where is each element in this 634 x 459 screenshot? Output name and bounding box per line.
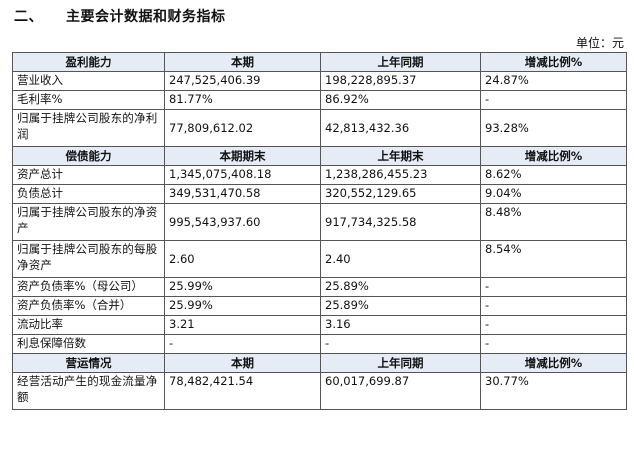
header-cell: 增减比例% — [480, 146, 627, 166]
header-cell: 上年同期 — [320, 52, 481, 72]
previous-value: 1,238,286,455.23 — [320, 165, 481, 185]
table-row: 营业收入 247,525,406.39 198,228,895.37 24.87… — [12, 71, 627, 91]
header-cell: 营运情况 — [12, 353, 165, 373]
unit-label: 单位：元 — [575, 36, 624, 50]
section-number: 二、 — [14, 9, 43, 25]
table-row: 经营活动产生的现金流量净额 78,482,421.54 60,017,699.8… — [12, 372, 627, 410]
current-value: 349,531,470.58 — [164, 184, 321, 204]
row-label: 经营活动产生的现金流量净额 — [12, 372, 165, 410]
table-header-row: 营运情况 本期 上年同期 增减比例% — [12, 353, 627, 373]
header-cell: 增减比例% — [480, 353, 627, 373]
previous-value: 3.16 — [320, 315, 481, 335]
row-label: 资产总计 — [12, 165, 165, 185]
current-value: 81.77% — [164, 90, 321, 110]
change-value: - — [480, 315, 627, 335]
row-label: 流动比率 — [12, 315, 165, 335]
current-value: 247,525,406.39 — [164, 71, 321, 91]
header-cell: 增减比例% — [480, 52, 627, 72]
previous-value: 2.40 — [320, 240, 481, 278]
header-cell: 本期 — [164, 52, 321, 72]
change-value: - — [480, 277, 627, 297]
header-cell: 盈利能力 — [12, 52, 165, 72]
row-label: 负债总计 — [12, 184, 165, 204]
change-value: - — [480, 90, 627, 110]
current-value: 78,482,421.54 — [164, 372, 321, 410]
table-row: 流动比率 3.21 3.16 - — [12, 315, 627, 335]
table-row: 归属于挂牌公司股东的净资产 995,543,937.60 917,734,325… — [12, 203, 627, 241]
table-row: 归属于挂牌公司股东的每股净资产 2.60 2.40 8.54% — [12, 240, 627, 278]
header-cell: 本期期末 — [164, 146, 321, 166]
change-value: - — [480, 296, 627, 316]
table-header-row: 盈利能力 本期 上年同期 增减比例% — [12, 52, 627, 72]
current-value: 2.60 — [164, 240, 321, 278]
current-value: 25.99% — [164, 277, 321, 297]
header-cell: 上年期末 — [320, 146, 481, 166]
previous-value: 25.89% — [320, 277, 481, 297]
previous-value: 198,228,895.37 — [320, 71, 481, 91]
row-label: 利息保障倍数 — [12, 334, 165, 354]
previous-value: 86.92% — [320, 90, 481, 110]
table-row: 毛利率% 81.77% 86.92% - — [12, 90, 627, 110]
row-label: 归属于挂牌公司股东的净利润 — [12, 109, 165, 147]
current-value: 995,543,937.60 — [164, 203, 321, 241]
row-label: 毛利率% — [12, 90, 165, 110]
current-value: 3.21 — [164, 315, 321, 335]
change-value: 93.28% — [480, 109, 627, 147]
section-title: 主要会计数据和财务指标 — [66, 9, 226, 25]
current-value: 1,345,075,408.18 — [164, 165, 321, 185]
change-value: 24.87% — [480, 71, 627, 91]
header-cell: 本期 — [164, 353, 321, 373]
table-row: 资产负债率%（合并） 25.99% 25.89% - — [12, 296, 627, 316]
header-cell: 偿债能力 — [12, 146, 165, 166]
previous-value: 42,813,432.36 — [320, 109, 481, 147]
row-label: 营业收入 — [12, 71, 165, 91]
change-value: - — [480, 334, 627, 354]
section-heading: 二、 主要会计数据和财务指标 — [14, 6, 226, 26]
row-label: 归属于挂牌公司股东的每股净资产 — [12, 240, 165, 278]
table-row: 负债总计 349,531,470.58 320,552,129.65 9.04% — [12, 184, 627, 204]
current-value: 77,809,612.02 — [164, 109, 321, 147]
previous-value: 25.89% — [320, 296, 481, 316]
table-header-row: 偿债能力 本期期末 上年期末 增减比例% — [12, 146, 627, 166]
row-label: 资产负债率%（母公司） — [12, 277, 165, 297]
row-label: 归属于挂牌公司股东的净资产 — [12, 203, 165, 241]
current-value: 25.99% — [164, 296, 321, 316]
header-cell: 上年同期 — [320, 353, 481, 373]
table-row: 利息保障倍数 - - - — [12, 334, 627, 354]
previous-value: 917,734,325.58 — [320, 203, 481, 241]
change-value: 8.62% — [480, 165, 627, 185]
previous-value: - — [320, 334, 481, 354]
change-value: 8.54% — [480, 240, 627, 278]
change-value: 8.48% — [480, 203, 627, 241]
previous-value: 60,017,699.87 — [320, 372, 481, 410]
change-value: 9.04% — [480, 184, 627, 204]
table-row: 归属于挂牌公司股东的净利润 77,809,612.02 42,813,432.3… — [12, 109, 627, 147]
current-value: - — [164, 334, 321, 354]
previous-value: 320,552,129.65 — [320, 184, 481, 204]
table-row: 资产总计 1,345,075,408.18 1,238,286,455.23 8… — [12, 165, 627, 185]
change-value: 30.77% — [480, 372, 627, 410]
row-label: 资产负债率%（合并） — [12, 296, 165, 316]
table-row: 资产负债率%（母公司） 25.99% 25.89% - — [12, 277, 627, 297]
financial-data-table: 盈利能力 本期 上年同期 增减比例% 营业收入 247,525,406.39 1… — [12, 52, 627, 410]
